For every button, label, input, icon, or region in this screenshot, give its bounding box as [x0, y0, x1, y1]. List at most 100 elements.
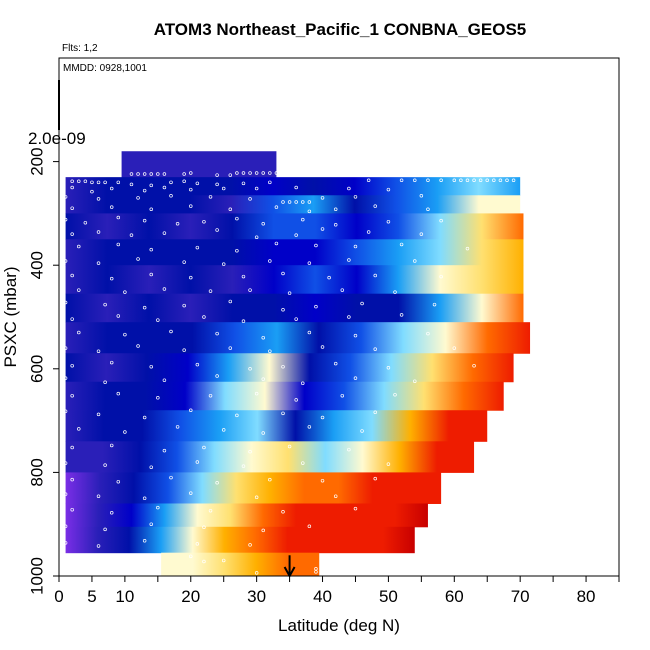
data-point — [386, 366, 391, 370]
data-point — [228, 299, 233, 304]
data-point — [353, 376, 358, 380]
data-point — [307, 209, 312, 214]
data-point — [116, 180, 121, 185]
data-point — [109, 360, 114, 365]
data-point — [373, 347, 377, 351]
data-point — [413, 379, 417, 383]
data-point — [268, 259, 272, 263]
data-point — [202, 219, 206, 224]
data-point — [182, 172, 186, 176]
data-point — [149, 247, 153, 252]
y-tick-label: 400 — [27, 251, 46, 279]
data-point — [129, 233, 134, 237]
data-point — [340, 288, 345, 292]
data-point — [314, 243, 318, 248]
data-point — [70, 317, 74, 321]
data-point — [221, 428, 226, 432]
data-point — [215, 331, 219, 336]
data-point — [399, 178, 404, 182]
data-point — [333, 494, 338, 498]
data-point — [340, 393, 345, 398]
data-point — [156, 505, 160, 510]
data-point — [281, 510, 285, 514]
data-point — [116, 215, 121, 220]
data-point — [63, 524, 68, 529]
data-point — [90, 189, 94, 194]
data-point — [505, 178, 509, 182]
data-point — [439, 178, 443, 182]
data-point — [77, 288, 81, 292]
data-point — [142, 539, 147, 543]
x-tick-label: 10 — [115, 587, 134, 606]
data-point — [116, 479, 121, 484]
data-point — [63, 409, 68, 414]
data-point — [294, 233, 298, 237]
x-tick-label: 50 — [379, 587, 398, 606]
data-point — [149, 207, 153, 212]
data-point — [182, 260, 186, 264]
data-point — [215, 173, 219, 177]
data-point — [333, 361, 338, 366]
data-point — [281, 411, 285, 416]
data-point — [77, 179, 81, 184]
data-point — [426, 331, 430, 336]
data-point — [432, 302, 437, 307]
data-point — [77, 330, 81, 335]
data-point — [373, 273, 377, 278]
data-point — [439, 218, 443, 223]
data-point — [96, 544, 101, 548]
data-point — [215, 228, 219, 232]
data-point — [195, 362, 200, 367]
data-point — [235, 248, 239, 253]
data-point — [63, 195, 68, 199]
data-point — [419, 232, 424, 236]
data-point — [221, 262, 226, 266]
data-point — [268, 349, 272, 353]
data-point — [248, 543, 252, 547]
data-point — [281, 364, 285, 369]
heatmap-band — [65, 441, 475, 473]
data-point — [96, 494, 101, 498]
data-point — [189, 275, 193, 280]
data-point — [70, 363, 74, 368]
heatmap-band — [65, 177, 521, 196]
data-point — [301, 381, 305, 386]
colorbar-value-label: 2.0e-09 — [28, 129, 86, 148]
data-point — [294, 317, 298, 321]
data-point — [142, 305, 147, 310]
data-point — [254, 235, 259, 239]
data-point — [235, 413, 239, 418]
data-point — [156, 172, 160, 176]
data-point — [254, 171, 259, 175]
data-point — [320, 196, 325, 200]
data-point — [301, 461, 305, 465]
data-point — [241, 171, 246, 175]
data-point — [426, 178, 430, 182]
data-point — [228, 207, 233, 212]
data-point — [149, 172, 153, 176]
data-point — [189, 171, 193, 175]
data-point — [294, 398, 298, 402]
data-point — [63, 492, 68, 496]
data-point — [366, 230, 371, 234]
data-point — [208, 289, 213, 293]
data-point — [366, 178, 371, 182]
data-point — [156, 318, 160, 322]
data-point — [307, 524, 312, 529]
data-point — [142, 496, 147, 501]
data-point — [109, 511, 114, 515]
data-point — [274, 205, 279, 209]
heatmap-band — [65, 239, 524, 266]
data-point — [268, 171, 272, 175]
data-point — [353, 333, 358, 338]
data-point — [452, 346, 457, 350]
data-point — [307, 200, 312, 204]
data-point — [70, 393, 74, 398]
data-point — [386, 462, 391, 466]
data-point — [287, 200, 292, 204]
data-point — [228, 173, 233, 177]
data-point — [189, 491, 193, 495]
heatmap-band — [65, 526, 415, 554]
heatmap-layer — [65, 151, 531, 577]
heatmap-band — [65, 353, 514, 383]
